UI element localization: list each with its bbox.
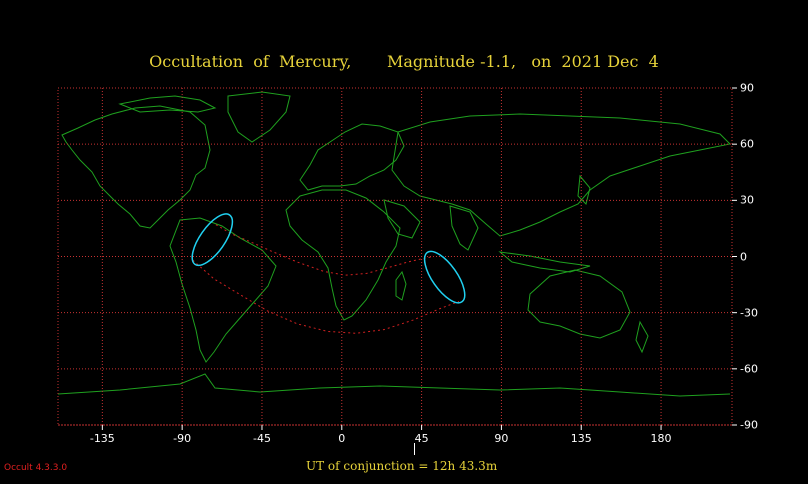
title-subject: Occultation of Mercury,: [149, 52, 352, 71]
lon-tick-label: 135: [570, 432, 592, 445]
title-date: on 2021 Dec 4: [531, 52, 659, 71]
west-limb-ellipse: [191, 213, 234, 267]
lat-tick-label: -90: [740, 418, 758, 432]
south-limit-line: [192, 259, 460, 334]
coast-south-america: [169, 217, 277, 363]
graticule: [57, 87, 733, 426]
coast-europe: [299, 123, 405, 191]
coast-new-zealand: [635, 320, 649, 354]
coast-north-america: [61, 105, 211, 229]
north-limit-line: [215, 224, 435, 276]
lat-tick-label: 30: [740, 193, 754, 207]
coast-arctic-islands: [118, 95, 217, 113]
coast-madagascar: [395, 270, 407, 301]
coast-arabia: [383, 199, 421, 239]
coast-africa: [285, 189, 401, 321]
lon-tick-label: 0: [338, 432, 346, 445]
lon-tick-label: 45: [414, 432, 429, 445]
coast-antarctica: [57, 373, 731, 397]
coast-greenland: [227, 91, 291, 143]
occultation-path: [192, 224, 460, 334]
lat-tick-label: 60: [740, 137, 754, 151]
axis-ticks: [101, 87, 737, 455]
limb-ellipses: [191, 213, 466, 304]
coast-asia: [391, 113, 732, 237]
lat-tick-label: -60: [740, 362, 758, 376]
title-magnitude: Magnitude -1.1,: [386, 52, 517, 71]
lon-tick-label: 90: [494, 432, 509, 445]
coastlines: [57, 91, 732, 397]
lon-tick-label: 180: [650, 432, 672, 445]
chart-title: Occultation of Mercury, Magnitude -1.1, …: [0, 52, 808, 71]
coast-india: [449, 205, 479, 251]
coast-indonesia: [498, 251, 591, 273]
lon-tick-label: -90: [173, 432, 192, 445]
conjunction-note: UT of conjunction = 12h 43.3m: [306, 459, 498, 473]
east-limb-ellipse: [423, 250, 466, 304]
lat-tick-label: -30: [740, 306, 758, 320]
lat-tick-label: 0: [740, 250, 747, 263]
version-label: Occult 4.3.3.0: [4, 463, 68, 473]
coast-japan: [577, 174, 591, 205]
lon-tick-label: -135: [89, 432, 115, 445]
coast-australia: [527, 269, 631, 339]
lon-tick-label: -45: [252, 432, 271, 445]
lat-tick-label: 90: [740, 81, 754, 95]
